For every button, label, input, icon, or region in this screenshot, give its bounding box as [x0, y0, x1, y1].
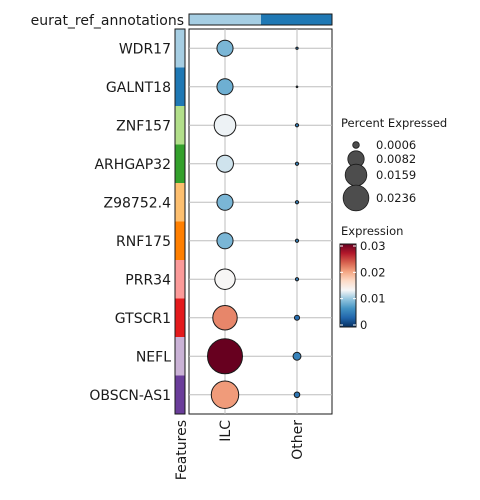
color-legend: 0 0.01 0.02 0.03	[339, 239, 386, 332]
size-legend-dot	[344, 163, 368, 187]
color-legend-label: 0	[360, 318, 367, 332]
size-legend-label: 0.0236	[376, 191, 416, 205]
feature-color-cell	[175, 260, 185, 299]
color-legend-label: 0.03	[360, 239, 386, 253]
size-legend-label: 0.0082	[376, 152, 416, 166]
dot	[294, 277, 300, 282]
gene-label: NEFL	[136, 349, 171, 365]
size-legend-dot	[342, 184, 370, 212]
dot	[292, 351, 302, 361]
color-legend-bar	[339, 243, 357, 328]
gene-label: GALNT18	[106, 80, 171, 96]
annotation-cell-other	[261, 14, 332, 25]
gene-label: PRR34	[125, 272, 171, 288]
dot	[213, 113, 237, 137]
feature-color-cell	[175, 183, 185, 222]
dot	[295, 85, 299, 89]
dot	[294, 238, 300, 243]
dot	[216, 39, 234, 57]
annotation-cell-ilc	[189, 14, 261, 25]
gene-label: ZNF157	[116, 118, 171, 134]
x-tick-label: ILC	[218, 420, 234, 442]
dot	[293, 391, 301, 399]
feature-color-cell	[175, 29, 185, 68]
feature-color-cell	[175, 106, 185, 145]
color-legend-label: 0.02	[360, 265, 386, 279]
gene-labels: WDR17 GALNT18 ZNF157 ARHGAP32 Z98752.4 RNF175…	[89, 41, 171, 404]
size-legend-label: 0.0006	[376, 138, 416, 152]
feature-color-cell	[175, 298, 185, 337]
dot	[216, 78, 234, 96]
dot	[294, 123, 300, 128]
feature-color-cell	[175, 375, 185, 414]
dot	[216, 193, 234, 211]
dot	[210, 380, 240, 409]
dot	[207, 338, 243, 375]
annotation-bar-border	[188, 13, 333, 26]
feature-color-cell	[175, 221, 185, 260]
annotation-bar	[188, 13, 333, 26]
gene-label: RNF175	[116, 234, 171, 250]
color-legend-title: Expression	[341, 224, 403, 238]
feature-color-cell	[175, 67, 185, 106]
dot	[216, 232, 234, 250]
size-legend-title: Percent Expressed	[341, 116, 447, 130]
feature-color-cell	[175, 337, 185, 376]
gene-label: OBSCN-AS1	[89, 388, 171, 404]
gene-label: Z98752.4	[104, 195, 172, 211]
features-axis-label: Features	[174, 420, 190, 480]
dot	[294, 200, 300, 205]
size-legend-dot	[352, 141, 360, 149]
plot-grid	[189, 29, 332, 414]
dot	[216, 154, 234, 173]
dot	[293, 314, 301, 321]
x-axis-labels: ILC Other	[218, 420, 306, 460]
dots	[207, 39, 302, 409]
dot	[212, 305, 238, 331]
annotation-title: eurat_ref_annotations	[31, 13, 184, 29]
x-tick-label: Other	[290, 420, 306, 460]
dot	[214, 268, 236, 290]
gene-label: WDR17	[119, 41, 171, 57]
color-legend-label: 0.01	[360, 292, 386, 306]
dot	[294, 161, 300, 166]
dot	[295, 46, 299, 50]
gene-label: ARHGAP32	[94, 157, 171, 173]
feature-color-bar	[174, 28, 186, 415]
size-legend-label: 0.0159	[376, 168, 416, 182]
gene-label: GTSCR1	[115, 311, 171, 327]
feature-bar-border	[174, 28, 186, 415]
feature-color-cell	[175, 144, 185, 183]
